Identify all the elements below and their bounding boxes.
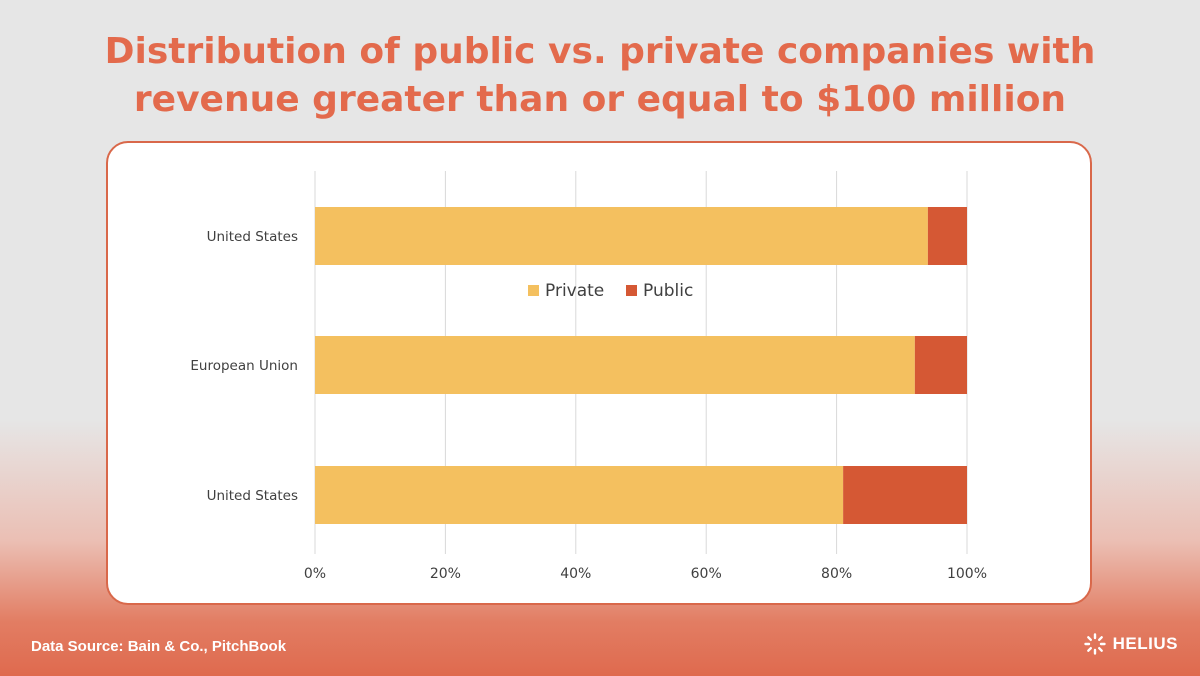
legend-label-private: Private [545,281,604,301]
bar-public [843,466,967,524]
x-tick-label: 80% [821,566,852,582]
x-tick-label: 0% [304,566,326,582]
x-tick-label: 60% [691,566,722,582]
x-tick-label: 20% [430,566,461,582]
title-line-2: revenue greater than or equal to $100 mi… [133,79,1067,120]
bar-private [315,336,915,394]
legend-label-public: Public [643,281,693,301]
bar-public [914,336,967,394]
x-tick-label: 100% [947,566,987,582]
bar-private [315,207,928,265]
helius-logo-icon [1083,633,1106,655]
chart-panel: 0% 20% 40% 60% 80% 100% United States European … [106,141,1092,605]
category-label: United States [207,488,298,504]
x-tick-label: 40% [560,566,591,582]
data-source: Data Source: Bain & Co., PitchBook [31,638,287,655]
title-line-1: Distribution of public vs. private compa… [104,31,1096,72]
legend-swatch-public [626,285,637,296]
stacked-bar-chart: 0% 20% 40% 60% 80% 100% United States European … [190,171,987,582]
category-label: European Union [190,358,298,374]
legend-swatch-private [528,285,539,296]
category-label: United States [207,229,298,245]
bar-public [927,207,967,265]
bar-private [315,466,844,524]
brand-name: HELIUS [1112,634,1178,653]
page-title: Distribution of public vs. private compa… [0,28,1200,124]
brand-logo: HELIUS [1083,632,1178,656]
